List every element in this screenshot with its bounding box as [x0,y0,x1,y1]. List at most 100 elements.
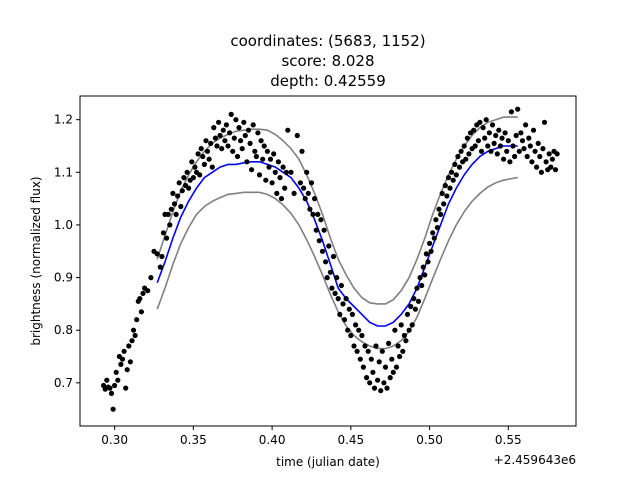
data-point [461,143,467,149]
data-point [159,253,165,260]
data-point [288,169,294,175]
y-axis-label: brightness (normalized flux) [29,176,43,345]
data-point [245,127,252,133]
data-point [466,151,472,157]
data-point [110,406,116,412]
data-point [365,348,371,354]
data-point [258,138,264,144]
data-point [312,196,318,202]
data-point [308,180,315,186]
data-point [107,385,113,391]
x-tick-label: 0.50 [416,433,443,447]
data-point [112,382,118,389]
y-axis: 0.7 0.8 0.9 1.0 1.1 1.2 [54,113,80,390]
data-point [148,275,154,281]
data-point [241,119,247,125]
data-point [425,259,431,265]
data-point [203,138,209,144]
data-point [189,159,195,165]
data-point [343,296,349,302]
data-point [231,135,237,141]
data-point [168,206,174,212]
data-point [458,148,464,154]
data-point [108,390,115,396]
data-point [261,143,267,149]
data-point [384,385,390,391]
data-point [175,193,181,199]
data-point [252,148,258,154]
data-point [212,135,218,141]
data-point [236,125,242,131]
data-point [375,377,381,383]
data-point [480,125,486,131]
data-point [184,169,190,175]
x-tick-label: 0.45 [337,433,364,447]
data-point [230,148,236,154]
x-axis-label: time (julian date) [276,455,380,469]
data-point [263,177,269,183]
data-point [307,206,313,212]
data-point [554,151,560,157]
data-point [297,180,303,186]
data-point [436,206,442,212]
x-tick-label: 0.30 [101,433,128,447]
data-point [483,117,489,123]
data-point [404,311,411,317]
data-point [523,122,529,128]
data-point [392,327,398,333]
data-point [431,235,437,241]
data-point [323,259,329,265]
data-point [496,127,502,133]
data-point [354,348,360,354]
data-point [438,211,444,217]
data-point [456,164,463,170]
data-point [228,111,234,117]
data-point [192,164,198,170]
data-point [357,356,363,362]
data-point [253,153,259,160]
x-tick-label: 0.40 [259,433,286,447]
data-point [283,169,289,175]
data-point [463,156,469,162]
data-point [530,127,537,133]
data-point [138,309,144,315]
data-point [126,343,132,349]
data-point [453,172,459,178]
data-point [452,161,458,167]
data-point [433,217,439,223]
data-point [255,130,261,136]
data-point [464,135,470,141]
data-point [349,311,355,317]
data-point [368,356,374,362]
y-tick-label: 0.7 [54,376,73,390]
data-point [304,169,310,175]
data-point [427,240,433,246]
data-point [430,230,436,236]
data-point [395,343,401,349]
data-point [181,175,187,181]
data-point [397,353,403,360]
data-point [301,185,307,191]
y-tick-label: 1.2 [54,113,73,127]
data-point [450,177,456,183]
data-point [178,203,184,210]
data-point [238,138,244,144]
data-point [227,130,233,136]
y-tick-label: 1.1 [54,165,73,179]
data-point [329,285,335,291]
data-point [219,146,225,152]
data-point [518,130,524,136]
data-point [493,132,499,139]
data-point [274,190,280,196]
data-point [449,169,455,175]
data-point [501,156,507,162]
data-point [123,385,129,391]
data-point [455,153,461,160]
data-point [516,148,522,154]
data-point [356,327,362,333]
data-point [526,135,532,141]
data-point [362,343,368,349]
data-point [124,367,130,373]
data-point [173,211,179,217]
data-point [267,156,274,162]
